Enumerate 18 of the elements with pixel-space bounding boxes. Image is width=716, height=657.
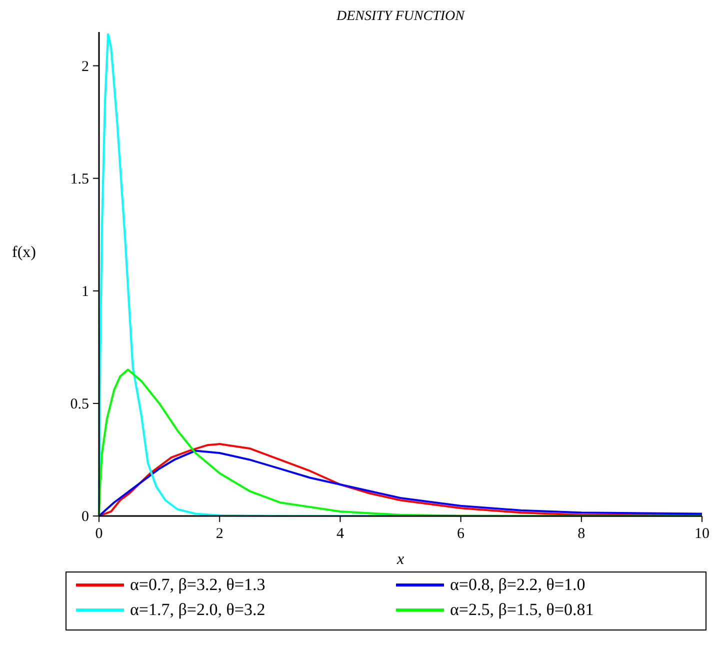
x-tick-label: 8	[578, 526, 586, 542]
x-tick-label: 2	[216, 526, 224, 542]
x-tick-label: 0	[95, 526, 103, 542]
y-tick-label: 0	[82, 509, 89, 525]
y-tick-label: 1	[82, 284, 89, 300]
y-tick-label: 2	[82, 58, 89, 75]
y-axis-title: f(x)	[12, 244, 36, 262]
x-tick-label: 10	[694, 526, 710, 542]
x-tick-label: 4	[336, 526, 344, 542]
legend-label: α=1.7, β=2.0, θ=3.2	[130, 600, 266, 619]
legend-label: α=0.8, β=2.2, θ=1.0	[450, 575, 586, 594]
y-tick-label: 1.5	[70, 171, 89, 188]
x-tick-label: 6	[457, 526, 466, 542]
legend-label: α=2.5, β=1.5, θ=0.81	[450, 600, 594, 619]
legend-label: α=0.7, β=3.2, θ=1.3	[130, 575, 266, 594]
chart-title: DENSITY FUNCTION	[336, 9, 466, 24]
x-axis-title: x	[396, 551, 404, 568]
y-tick-label: 0.5	[70, 396, 89, 412]
